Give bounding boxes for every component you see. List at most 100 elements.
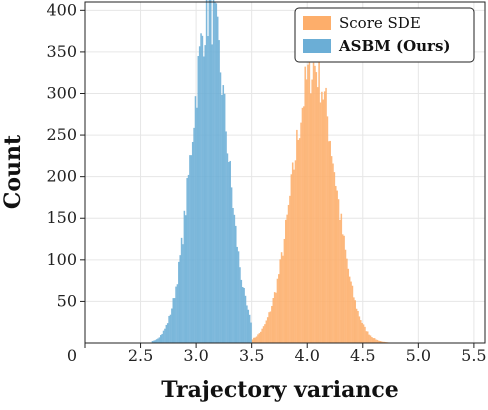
- bar-score-sde-52: [323, 91, 326, 343]
- bar-score-sde-12: [268, 312, 270, 343]
- bar-score-sde-46: [315, 72, 318, 343]
- bar-score-sde-93: [380, 341, 383, 343]
- bar-score-sde-90: [376, 339, 379, 343]
- bar-score-sde-45: [314, 65, 316, 343]
- legend-swatch-score-sde: [303, 16, 331, 30]
- y-tick-label-5: 300: [46, 83, 77, 102]
- bar-score-sde-70: [348, 276, 351, 343]
- bar-score-sde-8: [262, 326, 265, 343]
- bar-asbm-6: [160, 335, 162, 343]
- y-tick-label-1: 100: [46, 250, 77, 269]
- bar-asbm-4: [157, 338, 159, 343]
- bar-score-sde-49: [319, 102, 322, 343]
- series-score-sde: [251, 52, 391, 344]
- bar-score-sde-78: [360, 320, 362, 343]
- bar-score-sde-17: [275, 292, 277, 343]
- bar-score-sde-79: [361, 322, 363, 343]
- bar-score-sde-38: [304, 66, 306, 344]
- bar-asbm-12: [168, 315, 170, 343]
- bar-asbm-45: [214, 2, 216, 343]
- bar-asbm-51: [222, 85, 225, 343]
- bar-asbm-18: [176, 284, 179, 343]
- bar-score-sde-40: [307, 64, 309, 343]
- bar-score-sde-48: [318, 52, 320, 343]
- bar-score-sde-59: [333, 172, 336, 343]
- bar-asbm-10: [165, 324, 168, 343]
- bar-asbm-1: [153, 340, 155, 343]
- bar-score-sde-22: [282, 255, 284, 343]
- bar-asbm-9: [164, 328, 166, 343]
- bar-asbm-57: [230, 187, 233, 343]
- bar-score-sde-85: [369, 335, 372, 343]
- bar-score-sde-58: [332, 163, 334, 343]
- bar-asbm-66: [243, 287, 245, 343]
- bar-score-sde-20: [279, 259, 281, 343]
- bar-score-sde-51: [322, 99, 325, 344]
- bar-score-sde-13: [269, 311, 272, 343]
- x-tick-label-5: 4.5: [350, 346, 375, 365]
- bar-asbm-3: [155, 339, 158, 343]
- bar-asbm-69: [247, 309, 250, 343]
- bar-score-sde-95: [383, 341, 386, 343]
- bar-asbm-62: [237, 251, 240, 343]
- bar-asbm-0: [151, 340, 154, 343]
- bar-score-sde-14: [271, 305, 273, 343]
- bar-score-sde-28: [290, 174, 293, 343]
- bar-score-sde-92: [379, 341, 381, 343]
- bar-asbm-13: [169, 314, 172, 343]
- bar-score-sde-44: [312, 62, 315, 344]
- legend-label-score-sde: Score SDE: [339, 14, 421, 32]
- series-asbm: [151, 0, 252, 344]
- bar-score-sde-21: [280, 252, 283, 343]
- bar-asbm-26: [187, 174, 190, 343]
- bar-score-sde-94: [382, 341, 384, 343]
- bar-asbm-44: [212, 0, 215, 344]
- y-axis-ticks: 50 100 150 200 250 300 350 400: [46, 0, 85, 310]
- bar-asbm-46: [215, 3, 218, 343]
- bar-score-sde-39: [305, 79, 308, 343]
- bar-score-sde-74: [354, 300, 356, 343]
- y-tick-label-3: 200: [46, 167, 77, 186]
- bar-asbm-50: [221, 94, 223, 343]
- bar-score-sde-0: [251, 339, 254, 343]
- bar-score-sde-30: [293, 169, 295, 343]
- bar-asbm-52: [223, 93, 226, 343]
- bar-score-sde-65: [341, 234, 344, 343]
- bar-score-sde-84: [368, 334, 370, 343]
- bar-score-sde-19: [278, 274, 280, 343]
- x-axis-ticks: 0 2.5 3.0 3.5 4.0 4.5 5.0 5.5: [67, 343, 487, 365]
- bar-score-sde-42: [310, 93, 312, 343]
- bar-score-sde-57: [330, 156, 333, 343]
- bar-asbm-42: [210, 0, 212, 344]
- bar-score-sde-11: [266, 317, 269, 343]
- x-tick-label-1: 2.5: [128, 346, 153, 365]
- bar-asbm-36: [201, 35, 204, 344]
- bar-asbm-65: [241, 286, 244, 343]
- bar-asbm-63: [239, 267, 241, 343]
- bar-score-sde-6: [260, 331, 262, 343]
- bar-asbm-2: [154, 340, 156, 343]
- bar-asbm-39: [205, 0, 208, 343]
- bar-score-sde-66: [343, 235, 345, 343]
- bar-score-sde-15: [272, 298, 275, 343]
- bar-asbm-59: [233, 214, 236, 343]
- bar-score-sde-47: [316, 87, 319, 344]
- bar-score-sde-27: [289, 195, 291, 343]
- x-tick-label-2: 3.0: [183, 346, 208, 365]
- bar-asbm-20: [179, 255, 181, 343]
- bar-asbm-48: [218, 40, 220, 343]
- bar-score-sde-63: [339, 219, 341, 343]
- bar-asbm-23: [183, 210, 186, 343]
- bar-score-sde-55: [328, 141, 330, 343]
- bar-asbm-27: [189, 155, 191, 343]
- bar-score-sde-24: [285, 219, 287, 343]
- bar-asbm-30: [193, 127, 195, 343]
- bar-score-sde-71: [350, 281, 352, 343]
- y-axis-label: Count: [0, 134, 26, 209]
- bar-score-sde-64: [340, 213, 343, 343]
- bar-score-sde-41: [308, 52, 311, 344]
- bar-score-sde-75: [355, 308, 358, 343]
- bar-asbm-8: [162, 330, 165, 343]
- bar-asbm-70: [248, 314, 251, 343]
